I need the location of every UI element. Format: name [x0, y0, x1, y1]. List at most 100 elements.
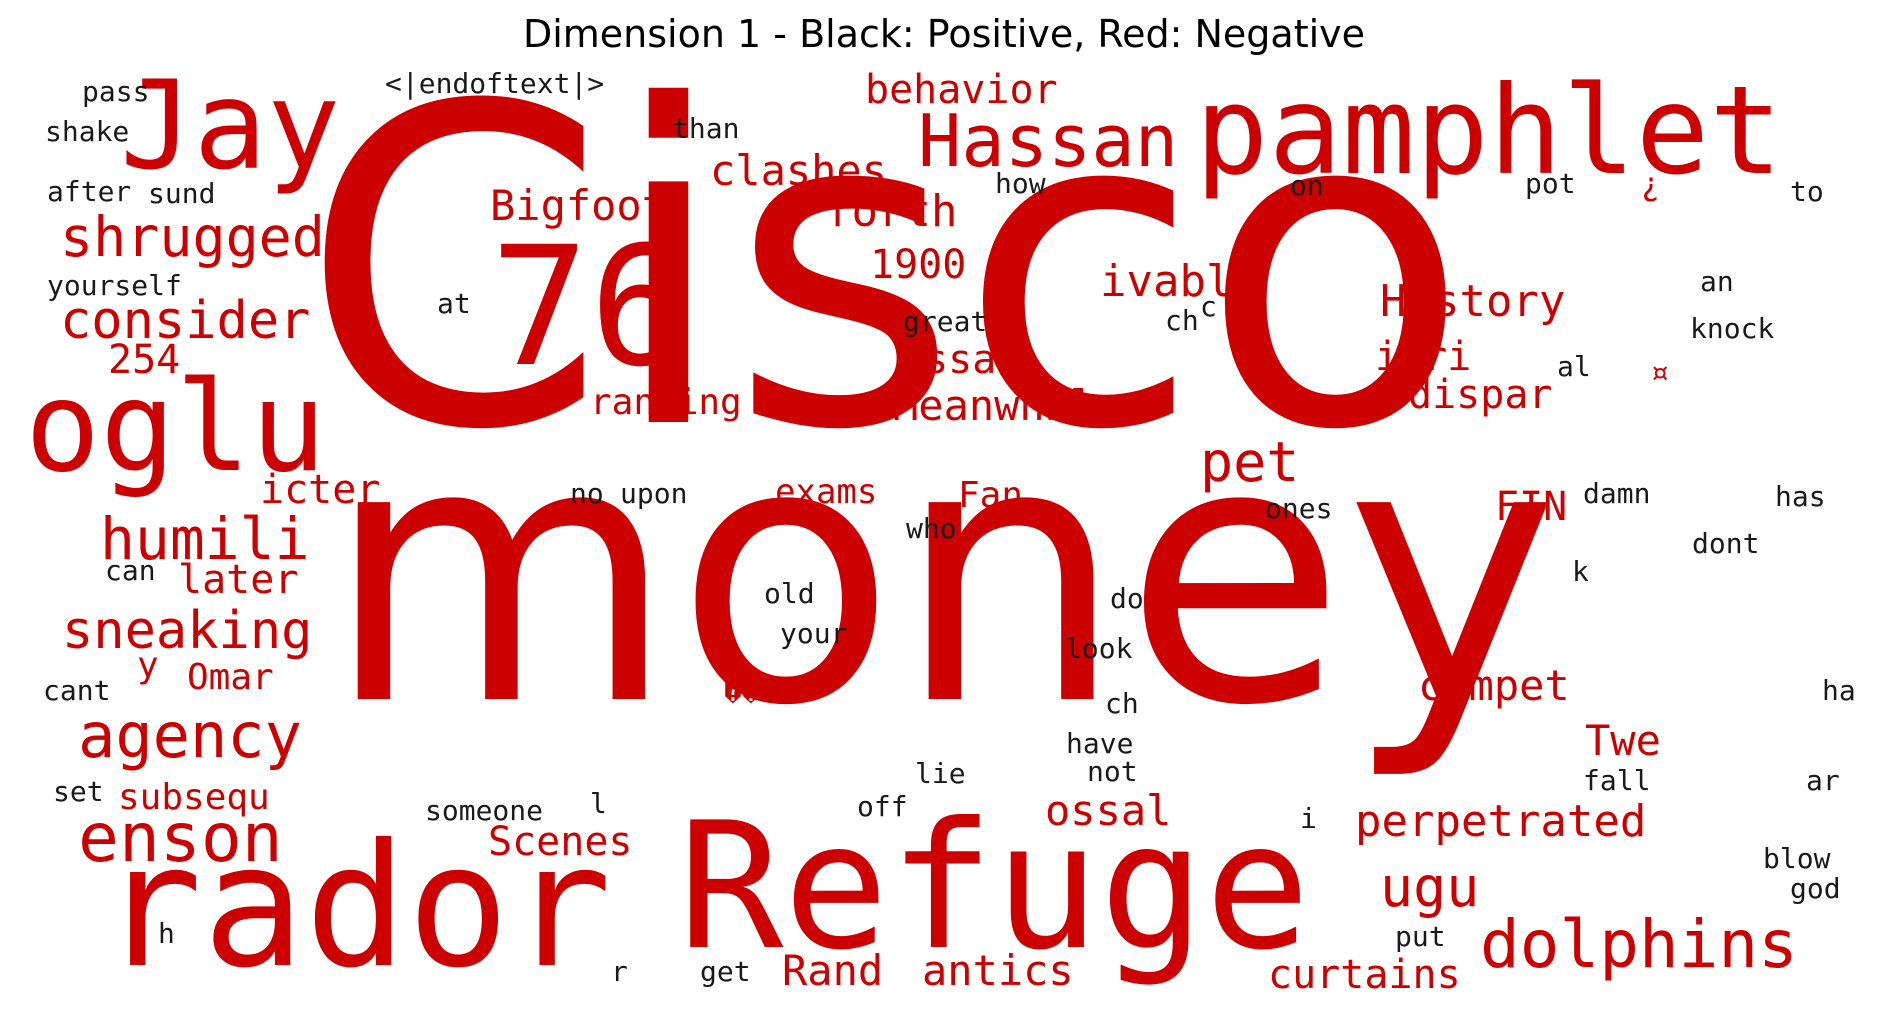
word: no — [570, 477, 604, 510]
word: ¤ — [1650, 353, 1670, 391]
word: Fan — [958, 475, 1024, 516]
word: 1900 — [870, 242, 967, 288]
word: rador — [100, 808, 612, 1006]
word: yourself — [47, 269, 182, 302]
word: god — [1790, 872, 1841, 905]
word: behavior — [865, 67, 1058, 113]
word: shake — [45, 115, 130, 148]
word: Twe — [1585, 716, 1661, 765]
word: damn — [1583, 477, 1651, 510]
word: ones — [1265, 492, 1333, 525]
word: put — [1395, 920, 1446, 953]
word: has — [1775, 480, 1826, 513]
word: icter — [260, 467, 381, 513]
word: l — [590, 787, 607, 820]
word: after — [47, 175, 132, 208]
word: sneaking — [62, 601, 313, 661]
word: compet — [1418, 661, 1570, 710]
word: sund — [148, 177, 216, 210]
word: later — [178, 557, 299, 603]
word: r — [611, 955, 628, 988]
word: FIN — [1495, 484, 1568, 530]
word: great — [903, 305, 988, 338]
word: antics — [922, 946, 1074, 995]
word: have — [1066, 727, 1134, 760]
word: c — [1200, 290, 1217, 323]
word: ranking — [590, 382, 742, 423]
word: set — [53, 775, 104, 808]
word: ossal — [1045, 786, 1172, 835]
word: do — [1110, 582, 1144, 615]
word: subsequ — [118, 777, 270, 818]
word: consider — [60, 291, 311, 351]
word: Meanwhile — [893, 381, 1121, 430]
word: y — [137, 645, 159, 686]
word: ch — [1165, 304, 1199, 337]
word: Scenes — [488, 819, 633, 865]
word: enson — [78, 799, 283, 878]
word: ar — [1806, 764, 1840, 797]
word: dont — [1692, 527, 1760, 560]
word: <|endoftext|> — [385, 67, 605, 100]
word: dolphins — [1480, 906, 1798, 983]
word: shrugged — [60, 205, 325, 269]
word: ha — [1822, 674, 1856, 707]
word: curtains — [1268, 952, 1461, 998]
word: �� — [724, 674, 761, 709]
word: h — [158, 917, 175, 950]
word: pet — [1200, 430, 1300, 494]
word: ¿ — [1641, 165, 1661, 203]
word: ieri — [1375, 334, 1472, 380]
word: blow — [1763, 842, 1831, 875]
word: k — [1572, 555, 1589, 588]
word: at — [437, 287, 471, 320]
word: Rand — [782, 946, 884, 995]
word: an — [1700, 265, 1734, 298]
word: knock — [1690, 312, 1775, 345]
word: agency — [78, 699, 302, 772]
word: how — [995, 167, 1046, 200]
word: humili — [100, 505, 310, 573]
word: forth — [825, 186, 958, 237]
word: fall — [1583, 764, 1651, 797]
word: upon — [620, 477, 688, 510]
word: lie — [915, 757, 966, 790]
word: exams — [775, 472, 878, 512]
word: clashes — [710, 146, 888, 195]
word: on — [1290, 169, 1324, 202]
word: oglu — [25, 355, 327, 500]
word: ivably — [1100, 256, 1259, 307]
chart-title: Dimension 1 - Black: Positive, Red: Nega… — [522, 12, 1366, 56]
word: perpetrated — [1355, 796, 1647, 847]
word: pamphlet — [1195, 60, 1783, 202]
word: Refuge — [678, 786, 1311, 989]
word: Omar — [187, 657, 274, 698]
word: look — [1065, 632, 1133, 665]
word: who — [906, 512, 957, 545]
word: pass — [82, 75, 150, 108]
word: 76 — [490, 211, 689, 403]
word: dispar — [1408, 372, 1553, 418]
word: ch — [1105, 687, 1139, 720]
word: Jay — [120, 55, 341, 197]
word: ugu — [1380, 855, 1480, 919]
word: Bigfoot — [490, 181, 668, 230]
word: Cisco — [300, 14, 1470, 526]
word: 254 — [108, 337, 181, 383]
word: History — [1380, 276, 1566, 327]
word: than — [672, 112, 740, 145]
word: your — [780, 617, 848, 650]
word: not — [1087, 755, 1138, 788]
word: i — [1300, 802, 1317, 835]
word: assad — [900, 337, 1021, 383]
word: al — [1557, 350, 1591, 383]
word: pot — [1525, 167, 1576, 200]
word: off — [857, 790, 908, 823]
word: get — [700, 955, 751, 988]
word: money — [325, 365, 1559, 784]
word: old — [764, 577, 815, 610]
word: to — [1790, 175, 1824, 208]
word: someone — [425, 794, 544, 827]
word: Hassan — [918, 99, 1179, 183]
